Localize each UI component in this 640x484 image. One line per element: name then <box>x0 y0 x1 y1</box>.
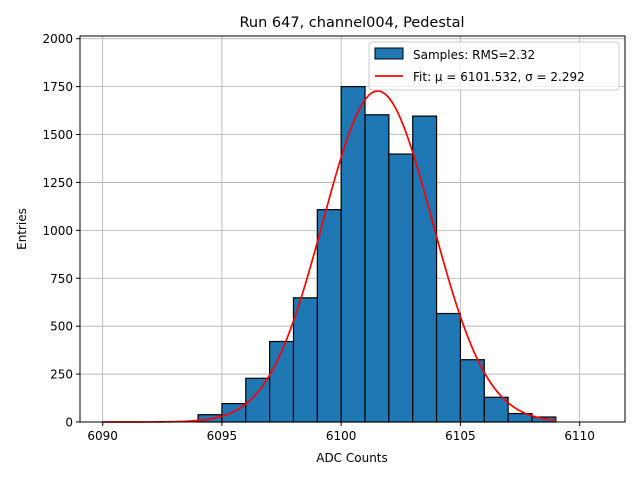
legend-label-fit: Fit: μ = 6101.532, σ = 2.292 <box>413 70 585 84</box>
x-tick-label: 6100 <box>326 429 357 443</box>
plot-frame <box>79 35 626 423</box>
histogram-bar <box>340 85 366 423</box>
y-tick-label: 1250 <box>42 176 73 190</box>
x-tick-label: 6095 <box>207 429 238 443</box>
histogram-bar <box>316 209 342 423</box>
y-tick-label: 1000 <box>42 224 73 238</box>
histogram-bars <box>197 85 557 423</box>
x-tick-label: 6110 <box>564 429 595 443</box>
axis-ticks: 6090 6095 6100 6105 6110 0 250 500 750 1000 1250 15… <box>42 32 595 443</box>
histogram-bar <box>483 396 509 423</box>
histogram-bar <box>292 297 318 423</box>
y-axis-label: Entries <box>15 208 29 250</box>
x-tick-label: 6090 <box>87 429 118 443</box>
legend: Samples: RMS=2.32 Fit: μ = 6101.532, σ =… <box>368 41 620 91</box>
y-tick-label: 750 <box>50 272 73 286</box>
legend-box <box>368 41 620 91</box>
y-tick-label: 0 <box>65 416 73 430</box>
y-tick-label: 1500 <box>42 128 73 142</box>
histogram-bar <box>388 153 414 423</box>
histogram-bar <box>459 359 485 423</box>
y-tick-label: 2000 <box>42 32 73 46</box>
legend-label-samples: Samples: RMS=2.32 <box>413 48 535 62</box>
y-tick-label: 1750 <box>42 80 73 94</box>
histogram-bar <box>364 114 390 423</box>
chart-title: Run 647, channel004, Pedestal <box>239 15 464 31</box>
legend-swatch-samples <box>374 47 404 60</box>
histogram-bar <box>435 312 462 423</box>
y-tick-label: 250 <box>50 368 73 382</box>
y-tick-label: 500 <box>50 320 73 334</box>
x-tick-label: 6105 <box>445 429 476 443</box>
x-axis-label: ADC Counts <box>316 451 388 465</box>
